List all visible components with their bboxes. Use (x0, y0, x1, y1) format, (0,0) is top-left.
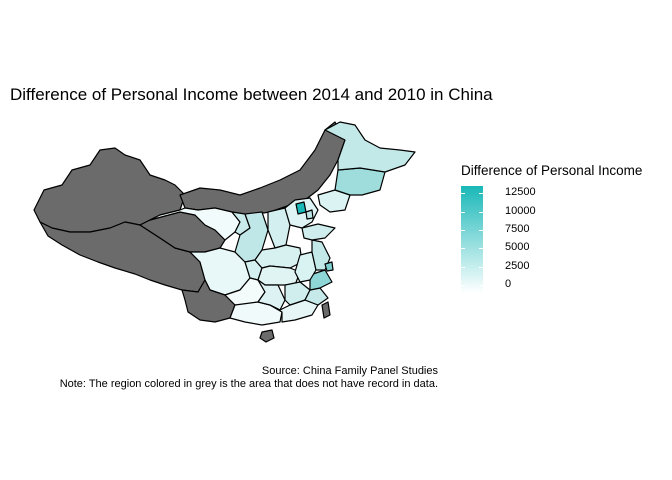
region-hainan (259, 329, 275, 343)
legend-tick-label: 12500 (505, 186, 536, 198)
region-taiwan (321, 301, 331, 319)
legend-tick-label: 2500 (505, 260, 530, 272)
caption-source: Source: China Family Panel Studies (261, 365, 438, 377)
legend-colorbar (461, 186, 483, 293)
chart-title: Difference of Personal Income between 20… (10, 85, 493, 104)
legend-tick-label: 10000 (505, 205, 536, 217)
region-shandong (301, 223, 336, 241)
legend-tick-label: 0 (505, 278, 512, 290)
region-tianjin (305, 209, 314, 220)
region-jiangsu (311, 239, 331, 271)
region-heilongjiang (324, 121, 416, 173)
legend-tick-label: 5000 (505, 241, 530, 253)
region-beijing (295, 201, 307, 215)
legend-tick-label: 7500 (505, 223, 530, 235)
region-zhejiang (309, 269, 333, 291)
legend-title: Difference of Personal Income (461, 163, 643, 178)
caption-note: Note: The region colored in grey is the … (59, 378, 438, 390)
region-hubei (257, 265, 301, 286)
region-henan (254, 244, 303, 269)
region-guangdong (269, 299, 319, 323)
region-shanghai (324, 261, 334, 272)
region-fujian (304, 287, 329, 306)
region-jilin (334, 167, 386, 196)
